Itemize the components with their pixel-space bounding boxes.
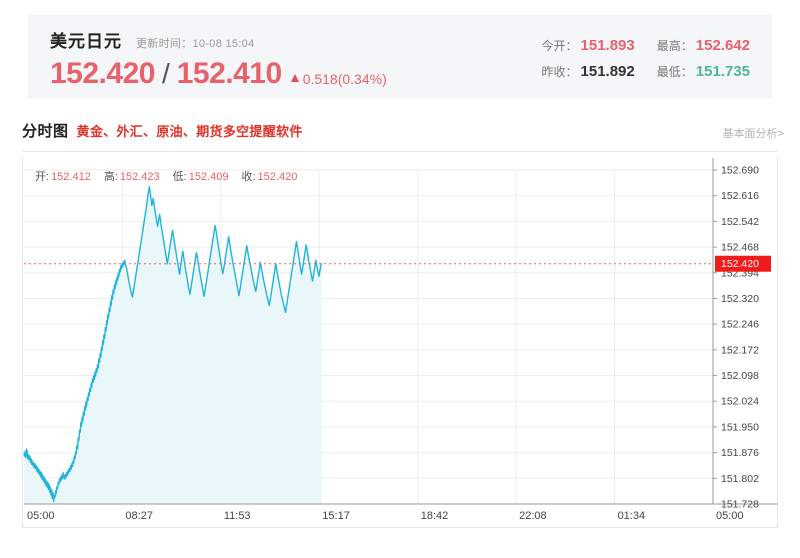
ohlc-open-value: 152.412 bbox=[51, 171, 91, 183]
svg-text:05:00: 05:00 bbox=[716, 510, 744, 522]
current-price-badge: 152.420 bbox=[715, 255, 771, 272]
quote-price-row: 152.420 / 152.410 0.518(0.34%) bbox=[50, 57, 387, 91]
svg-text:151.728: 151.728 bbox=[721, 499, 759, 511]
stat-open-value: 151.893 bbox=[580, 37, 635, 54]
stat-open-label: 今开： bbox=[541, 39, 578, 53]
chart-x-axis-labels: 05:00 08:27 11:53 15:17 18:42 22:08 01:34 05:00 bbox=[27, 510, 744, 522]
stat-high: 最高： 152.642 bbox=[657, 37, 750, 54]
svg-text:15:17: 15:17 bbox=[322, 510, 350, 522]
stat-prev-close-label: 昨收： bbox=[541, 65, 578, 79]
section-divider bbox=[22, 151, 778, 152]
stat-low: 最低： 151.735 bbox=[657, 63, 750, 80]
bid-price: 152.420 bbox=[50, 57, 155, 90]
arrow-up-icon bbox=[290, 74, 299, 82]
svg-text:05:00: 05:00 bbox=[27, 510, 55, 522]
chart-canvas[interactable]: 152.690152.616152.542152.468152.394152.3… bbox=[23, 156, 777, 526]
promo-text[interactable]: 黄金、外汇、原油、期货多空提醒软件 bbox=[76, 124, 303, 139]
chart-axis-lines bbox=[24, 158, 777, 505]
svg-text:151.876: 151.876 bbox=[721, 447, 759, 459]
stat-open: 今开： 151.893 bbox=[542, 37, 635, 54]
ohlc-low-label: 低: bbox=[172, 171, 187, 183]
svg-text:152.420: 152.420 bbox=[721, 258, 759, 270]
quote-stats-row-2: 昨收： 151.892 最低： 151.735 bbox=[520, 63, 751, 80]
price-change-group: 0.518(0.34%) bbox=[290, 71, 387, 87]
chart-price-line bbox=[23, 185, 323, 503]
stat-prev-close-value: 151.892 bbox=[580, 63, 635, 80]
price-separator: / bbox=[161, 58, 170, 89]
intraday-chart[interactable]: 开: 152.412 高: 152.423 低: 152.409 收: 152.… bbox=[22, 156, 778, 528]
ohlc-low-value: 152.409 bbox=[188, 171, 229, 183]
stat-low-label: 最低： bbox=[656, 65, 693, 79]
svg-text:08:27: 08:27 bbox=[125, 510, 153, 522]
chart-y-axis-labels: 152.690152.616152.542152.468152.394152.3… bbox=[721, 165, 759, 511]
instrument-name: 美元日元 bbox=[50, 32, 122, 51]
svg-text:152.172: 152.172 bbox=[721, 344, 759, 356]
quote-name-row: 美元日元 更新时间：10-08 15:04 bbox=[50, 27, 387, 52]
svg-text:152.098: 152.098 bbox=[721, 370, 759, 382]
svg-text:152.320: 152.320 bbox=[721, 293, 759, 305]
ohlc-high: 高: 152.423 bbox=[104, 168, 160, 184]
ohlc-close-value: 152.420 bbox=[257, 171, 298, 183]
ohlc-high-value: 152.423 bbox=[119, 171, 160, 183]
ohlc-close-label: 收: bbox=[241, 171, 256, 183]
svg-text:11:53: 11:53 bbox=[224, 510, 251, 522]
ask-price: 152.410 bbox=[176, 57, 282, 90]
ohlc-open: 开: 152.412 bbox=[35, 168, 91, 184]
update-time-label: 更新时间： bbox=[136, 38, 193, 50]
svg-text:152.616: 152.616 bbox=[721, 190, 759, 202]
stat-high-label: 最高： bbox=[656, 39, 693, 53]
ohlc-close: 收: 152.420 bbox=[241, 168, 297, 184]
quote-stats-row-1: 今开： 151.893 最高： 152.642 bbox=[520, 37, 751, 54]
section-title-group: 分时图 黄金、外汇、原油、期货多空提醒软件 bbox=[22, 120, 303, 141]
svg-text:152.690: 152.690 bbox=[721, 165, 759, 177]
stat-high-value: 152.642 bbox=[695, 37, 750, 54]
svg-text:22:08: 22:08 bbox=[519, 510, 547, 522]
chart-area-fill bbox=[24, 186, 322, 505]
price-change-value: 0.518(0.34%) bbox=[302, 71, 387, 87]
svg-text:18:42: 18:42 bbox=[421, 510, 449, 522]
page-title: 分时图 bbox=[22, 123, 69, 140]
section-header: 分时图 黄金、外汇、原油、期货多空提醒软件 基本面分析> bbox=[0, 112, 800, 152]
svg-text:152.246: 152.246 bbox=[721, 319, 759, 331]
ohlc-high-label: 高: bbox=[103, 171, 118, 183]
svg-text:151.950: 151.950 bbox=[721, 421, 759, 433]
svg-text:152.024: 152.024 bbox=[721, 396, 759, 408]
svg-text:151.802: 151.802 bbox=[721, 473, 759, 485]
update-time: 更新时间：10-08 15:04 bbox=[136, 35, 255, 51]
quote-header-panel: 美元日元 更新时间：10-08 15:04 152.420 / 152.410 … bbox=[28, 15, 772, 99]
ohlc-low: 低: 152.409 bbox=[173, 168, 229, 184]
stat-prev-close: 昨收： 151.892 bbox=[542, 63, 635, 80]
svg-text:152.542: 152.542 bbox=[721, 216, 759, 228]
quote-primary-info: 美元日元 更新时间：10-08 15:04 152.420 / 152.410 … bbox=[50, 27, 387, 91]
fundamental-analysis-link[interactable]: 基本面分析> bbox=[722, 128, 784, 140]
quote-stats: 今开： 151.893 最高： 152.642 昨收： 151.892 最低： … bbox=[520, 37, 751, 80]
update-time-value: 10-08 15:04 bbox=[192, 38, 255, 50]
ohlc-readout: 开: 152.412 高: 152.423 低: 152.409 收: 152.… bbox=[35, 168, 310, 184]
svg-text:01:34: 01:34 bbox=[618, 510, 646, 522]
ohlc-open-label: 开: bbox=[35, 171, 50, 183]
svg-text:152.468: 152.468 bbox=[721, 242, 759, 254]
stat-low-value: 151.735 bbox=[695, 63, 750, 80]
